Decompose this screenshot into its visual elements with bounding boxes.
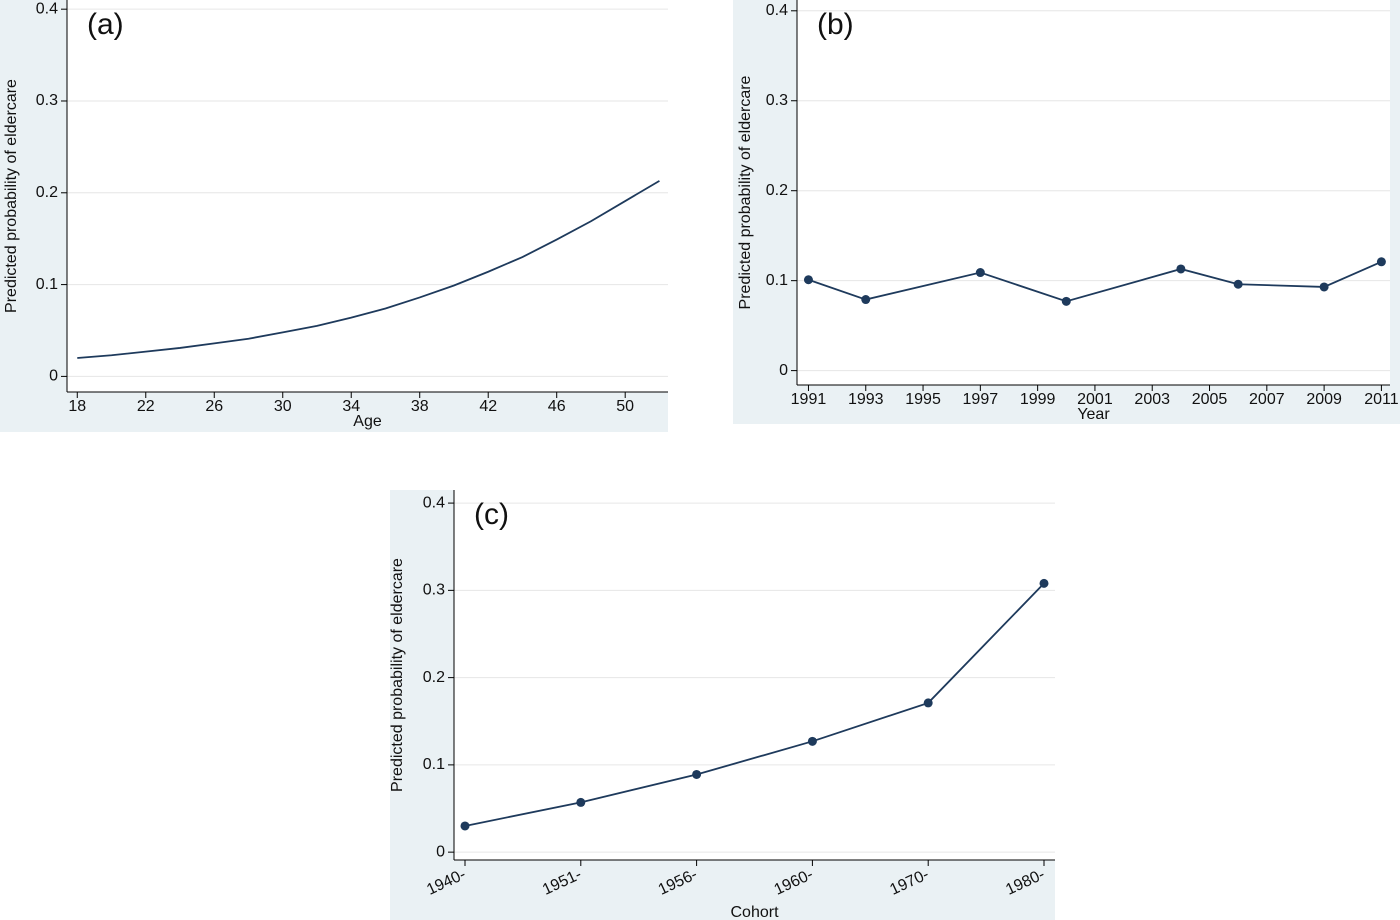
x-tick-label: 1993 <box>848 391 884 408</box>
point <box>1319 282 1329 292</box>
plot-area <box>67 0 668 392</box>
x-tick-label: 30 <box>274 398 292 415</box>
x-tick-label: 42 <box>479 398 497 415</box>
y-axis-label: Predicted probability of eldercare <box>3 79 20 313</box>
point <box>1376 257 1386 267</box>
point <box>803 275 813 285</box>
line <box>77 180 660 359</box>
x-tick-label: 1999 <box>1020 391 1056 408</box>
y-tick-label: 0.1 <box>766 272 788 289</box>
point <box>807 736 817 746</box>
x-tick-label: 2007 <box>1249 391 1285 408</box>
plot-area <box>454 490 1055 860</box>
point <box>1039 578 1049 588</box>
point <box>975 268 985 278</box>
y-tick-label: 0.3 <box>423 582 445 599</box>
point <box>1176 264 1186 274</box>
x-tick-label: 2003 <box>1134 391 1170 408</box>
x-tick-label: 34 <box>342 398 360 415</box>
x-tick-label: 22 <box>137 398 155 415</box>
y-tick-label: 0 <box>779 362 788 379</box>
panel: 0 0.1 0.2 0.3 0.4 1991 1993 1995 1997 1999 2001 200… <box>733 0 1400 424</box>
x-tick-label: 46 <box>548 398 566 415</box>
point <box>923 698 933 708</box>
point <box>1061 296 1071 306</box>
x-tick-label: 2001 <box>1077 391 1113 408</box>
x-axis-label: Age <box>353 413 382 430</box>
x-axis-label: Year <box>1077 406 1110 423</box>
panel: 0 0.1 0.2 0.3 0.4 18 22 26 30 34 38 42 46 50 Age Predic… <box>0 0 668 432</box>
x-tick-label: 2005 <box>1192 391 1228 408</box>
plot-area <box>797 0 1390 385</box>
y-tick-label: 0.4 <box>423 494 445 511</box>
point <box>1233 279 1243 289</box>
point <box>861 295 871 305</box>
x-tick-label: 38 <box>411 398 429 415</box>
panel-label: (b) <box>817 8 854 41</box>
x-tick-label: 50 <box>616 398 634 415</box>
x-tick-label: 2009 <box>1306 391 1342 408</box>
y-tick-label: 0 <box>49 368 58 385</box>
y-tick-label: 0.1 <box>423 756 445 773</box>
y-tick-label: 0.2 <box>423 669 445 686</box>
line <box>464 582 1045 827</box>
x-tick-label: 26 <box>205 398 223 415</box>
y-tick-label: 0.1 <box>36 276 58 293</box>
x-tick-label: 1995 <box>905 391 941 408</box>
y-tick-label: 0.4 <box>766 2 788 19</box>
y-tick-label: 0.2 <box>766 182 788 199</box>
panel-label: (a) <box>87 8 124 41</box>
y-axis-label: Predicted probability of eldercare <box>389 558 406 792</box>
x-tick-label: 1997 <box>963 391 999 408</box>
panel-label: (c) <box>474 498 509 531</box>
y-tick-label: 0.4 <box>36 0 58 17</box>
line <box>808 260 1382 303</box>
y-tick-label: 0.3 <box>36 92 58 109</box>
point <box>576 797 586 807</box>
y-tick-label: 0.3 <box>766 92 788 109</box>
point <box>692 769 702 779</box>
y-tick-label: 0 <box>436 843 445 860</box>
y-axis-label: Predicted probability of eldercare <box>737 75 754 309</box>
x-axis-label: Cohort <box>730 904 779 920</box>
y-tick-label: 0.2 <box>36 184 58 201</box>
point <box>460 821 470 831</box>
x-tick-label: 1991 <box>791 391 827 408</box>
x-tick-label: 18 <box>68 398 86 415</box>
x-tick-label: 2011 <box>1364 391 1399 408</box>
